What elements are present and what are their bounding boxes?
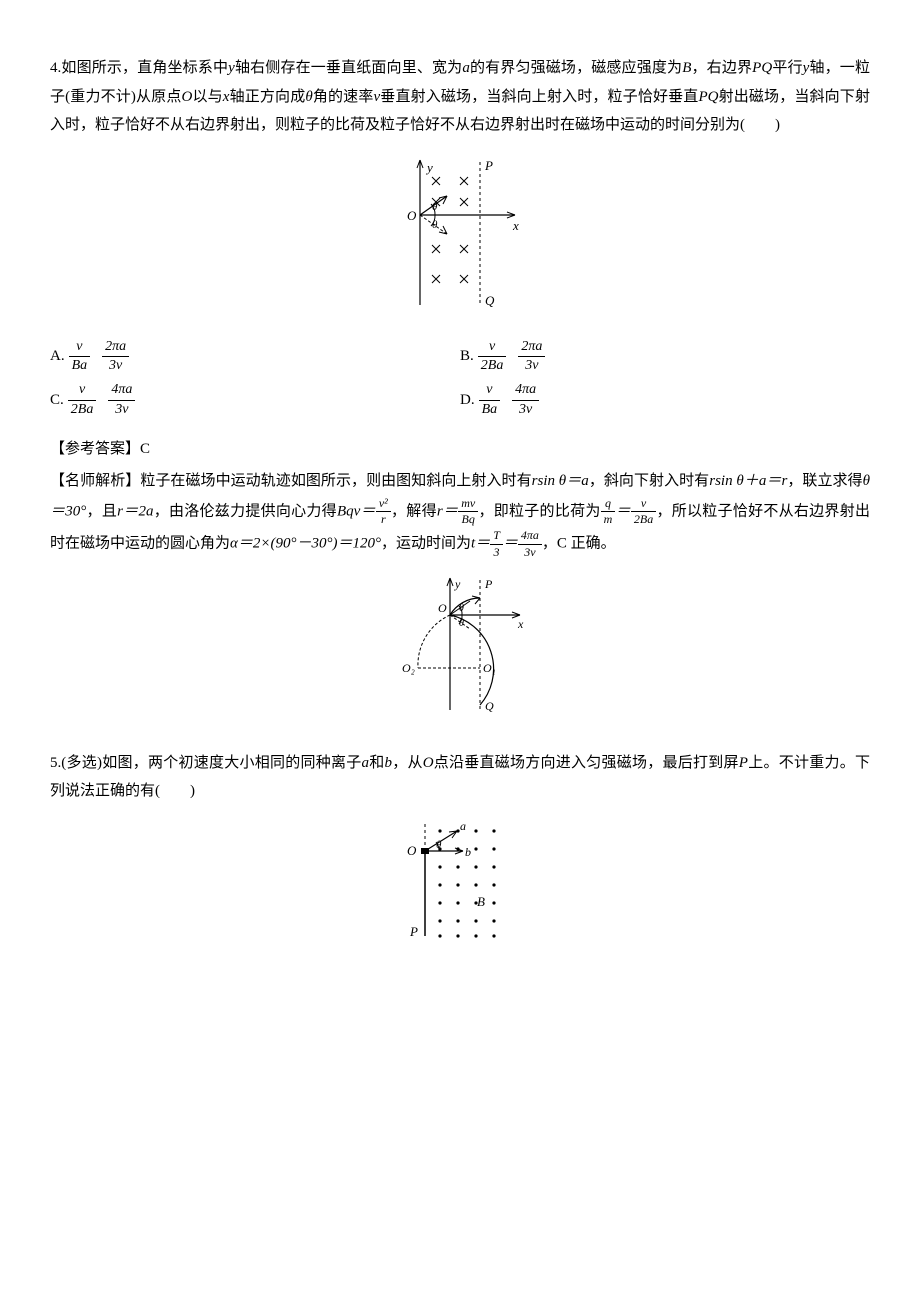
q4-figure: y P Q O x θ θ [50, 150, 870, 321]
label-y: y [425, 160, 433, 175]
answer-block: 【参考答案】C [50, 435, 870, 464]
svg-text:θ: θ [459, 603, 464, 614]
q5-text: 5.(多选)如图，两个初速度大小相同的同种离子a和b，从O点沿垂直磁场方向进入匀… [50, 749, 870, 806]
explain-block: 【名师解析】粒子在磁场中运动轨迹如图所示，则由图知斜向上射入时有rsin θ＝a… [50, 467, 870, 560]
explain-figure: y P Q O x O₁ O₂ θ θ [50, 570, 870, 731]
options-row-2: C. v2Ba 4πa3v D. vBa 4πa3v [50, 381, 870, 418]
label-theta-up: θ [432, 201, 438, 213]
svg-text:y: y [454, 577, 461, 591]
svg-text:P: P [484, 577, 493, 591]
q4-number: 4. [50, 60, 61, 76]
label-O: O [407, 208, 417, 223]
q4-text: 4.如图所示，直角坐标系中y轴右侧存在一垂直纸面向里、宽为a的有界匀强磁场，磁感… [50, 54, 870, 140]
option-B: B. v2Ba 2πa3v [460, 338, 870, 375]
svg-text:Q: Q [485, 699, 494, 713]
q5-figure: O P a b θ B [50, 816, 870, 957]
svg-text:θ: θ [459, 618, 464, 629]
option-C: C. v2Ba 4πa3v [50, 381, 460, 418]
label-Q: Q [485, 293, 495, 308]
svg-text:O₂: O₂ [402, 661, 415, 675]
label-theta-down: θ [432, 219, 438, 231]
svg-text:x: x [517, 617, 524, 631]
svg-text:B: B [477, 894, 485, 909]
svg-text:O: O [438, 601, 447, 615]
q5-number: 5. [50, 755, 61, 771]
option-D: D. vBa 4πa3v [460, 381, 870, 418]
option-A: A. vBa 2πa3v [50, 338, 460, 375]
label-x: x [512, 218, 519, 233]
label-P: P [484, 158, 493, 173]
options-row-1: A. vBa 2πa3v B. v2Ba 2πa3v [50, 338, 870, 375]
svg-text:O: O [407, 843, 417, 858]
svg-text:P: P [409, 924, 418, 939]
svg-text:O₁: O₁ [483, 661, 496, 675]
svg-text:b: b [465, 845, 471, 859]
svg-text:θ: θ [436, 839, 442, 851]
svg-text:a: a [460, 819, 466, 833]
